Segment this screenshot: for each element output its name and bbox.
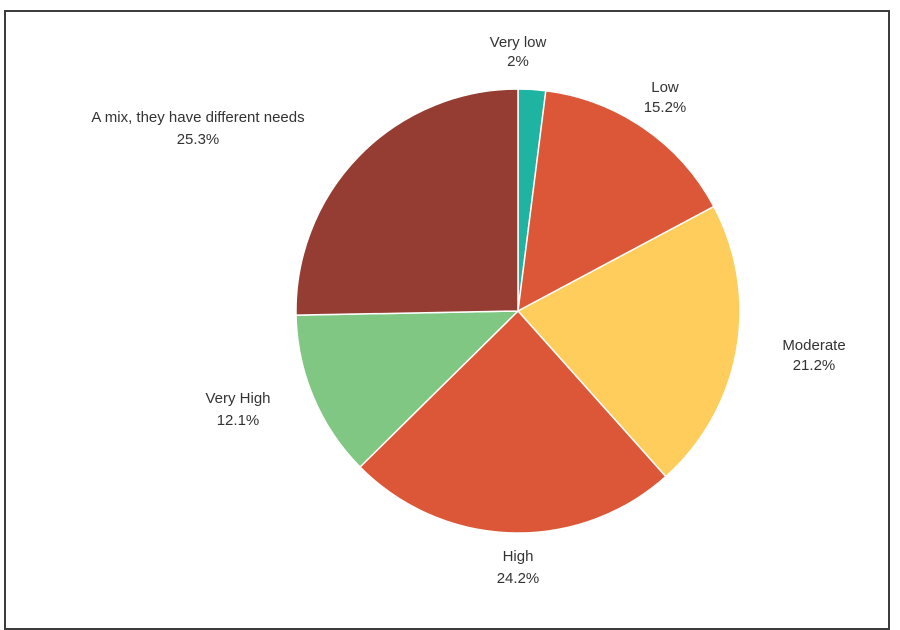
pie-slice-mix [295,88,519,316]
slice-value-label-moderate: 21.2% [793,357,836,374]
slice-value-label-very-low: 2% [507,53,529,70]
slice-value-label-low: 15.2% [644,99,687,116]
slice-label-very-low: Very low [490,34,547,51]
slice-label-mix: A mix, they have different needs [91,109,304,126]
pie-slice-low [517,89,715,313]
pie-slice-moderate [516,205,741,478]
slice-value-label-high: 24.2% [497,570,540,587]
slice-label-low: Low [651,79,679,96]
slice-label-moderate: Moderate [782,337,845,354]
pie-chart: Very low 2% Low 15.2% Moderate 21.2% High 24.2%… [91,34,845,587]
pie-labels: Very low 2% Low 15.2% Moderate 21.2% High 24.2%… [91,34,845,587]
pie-slice-very-high [295,310,520,469]
pie-slice-high [358,309,667,534]
pie-slices [295,88,741,534]
slice-label-high: High [503,548,534,565]
slice-value-label-very-high: 12.1% [217,412,260,429]
slice-value-label-mix: 25.3% [177,131,220,148]
slice-label-very-high: Very High [205,390,270,407]
